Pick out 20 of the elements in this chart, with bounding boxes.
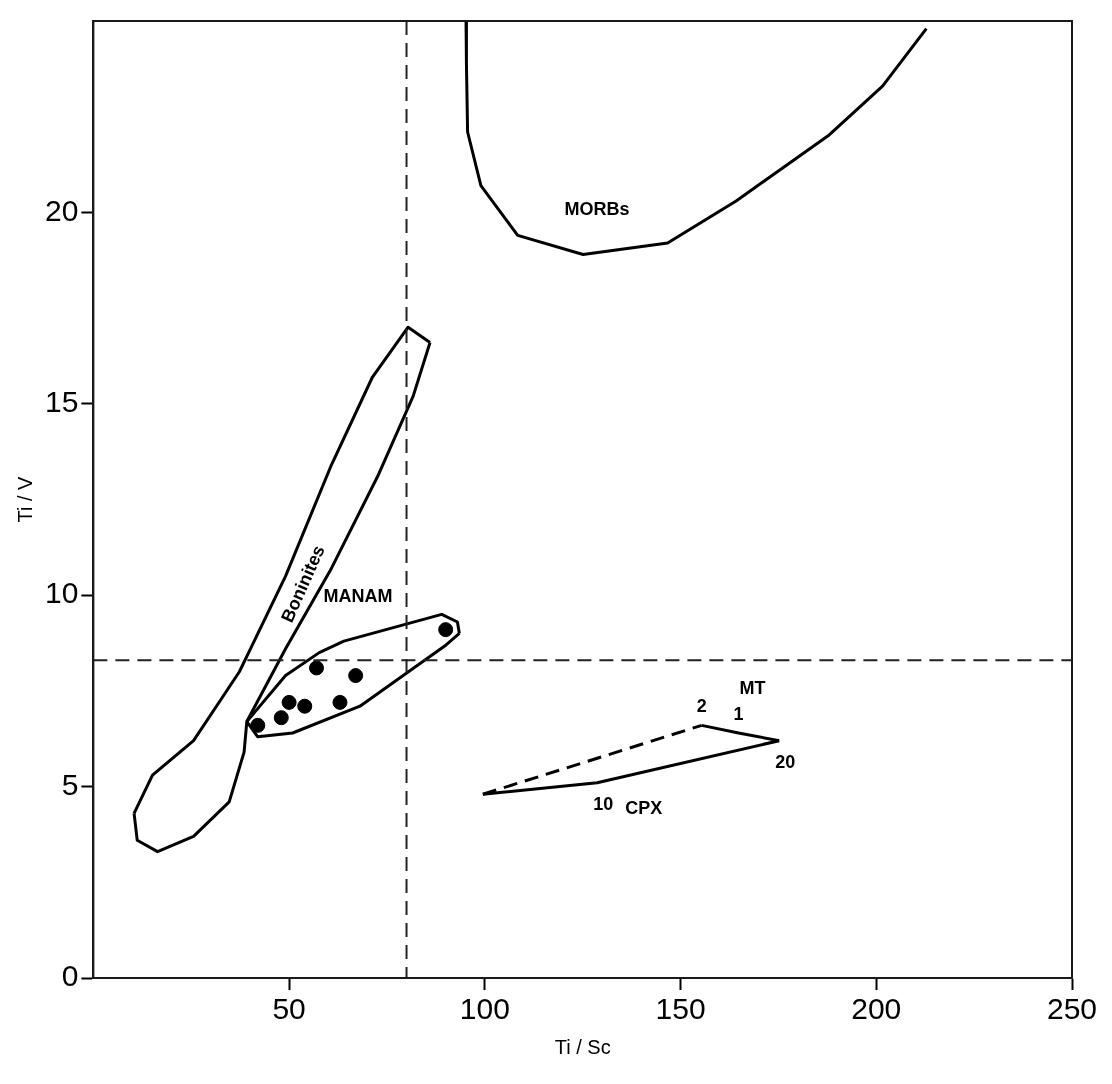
annotation: 1: [733, 703, 744, 724]
series-label: MT: [739, 677, 766, 698]
y-tick-label: 0: [61, 959, 79, 993]
x-tick-label: 200: [851, 992, 902, 1026]
annotation: 10: [593, 793, 614, 814]
x-tick-label: 250: [1046, 992, 1098, 1026]
y-axis-title: Ti / V: [13, 475, 36, 523]
annotation: 2: [696, 696, 707, 717]
x-tick-label: 50: [272, 992, 306, 1026]
y-tick-label: 5: [61, 767, 79, 801]
x-tick-label: 150: [655, 992, 706, 1026]
series-label: MORBs: [564, 199, 630, 220]
y-tick-label: 15: [44, 385, 79, 419]
y-tick-label: 20: [44, 193, 79, 227]
y-tick-label: 10: [44, 576, 79, 610]
x-axis-title: Ti / Sc: [554, 1035, 611, 1058]
annotation: 20: [775, 751, 796, 772]
series-label: CPX: [625, 797, 663, 818]
x-tick-label: 100: [459, 992, 510, 1026]
series-label: MANAM: [323, 586, 393, 607]
